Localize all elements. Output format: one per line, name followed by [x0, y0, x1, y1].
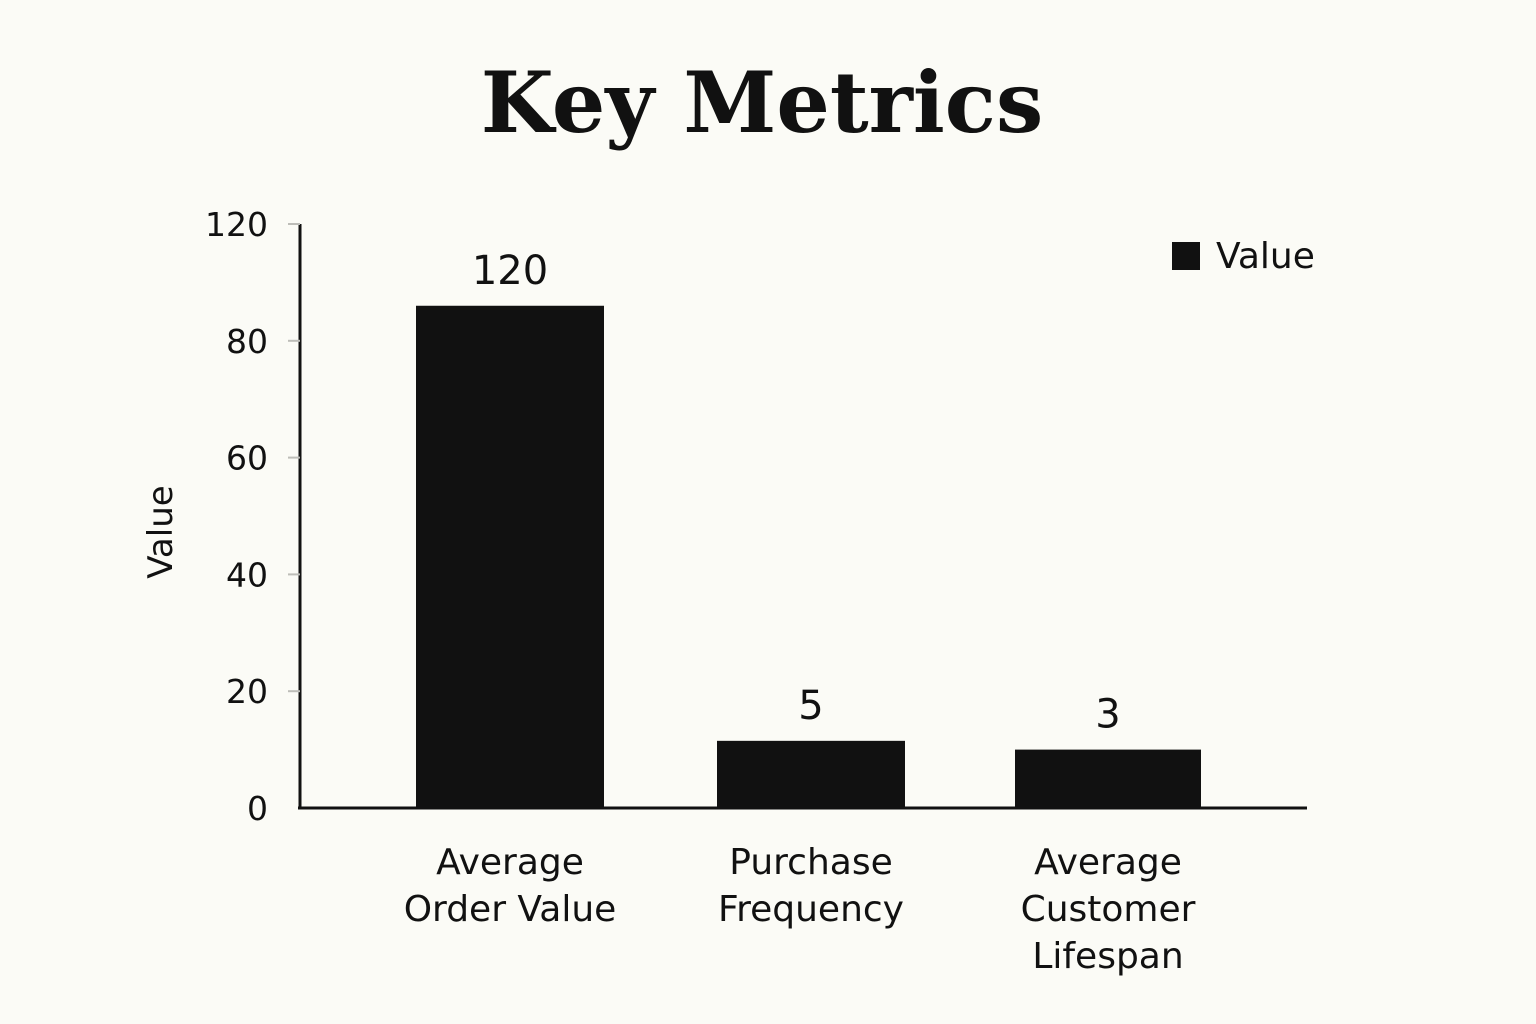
data-label: 5 — [798, 683, 823, 729]
legend: Value — [1172, 236, 1315, 277]
x-axis: Average Order Value Purchase Frequency Avera… — [298, 806, 1307, 977]
x-tick-label-line: Average — [1034, 842, 1182, 883]
y-tick-label: 40 — [226, 555, 268, 594]
y-tick-label: 120 — [205, 205, 268, 244]
bars: 120 5 3 — [416, 248, 1201, 808]
bar — [416, 305, 604, 808]
x-tick-label: Average Order Value — [404, 842, 617, 930]
chart-title: Key Metrics — [481, 53, 1044, 152]
x-tick-label-line: Customer — [1021, 889, 1196, 930]
y-tick-label: 0 — [247, 789, 268, 828]
bar — [1015, 749, 1201, 808]
x-tick-label-line: Lifespan — [1032, 936, 1183, 977]
y-tick-label: 60 — [226, 439, 268, 478]
y-axis: 0 20 40 60 80 120 — [205, 205, 302, 828]
x-tick-label: Purchase Frequency — [718, 842, 904, 930]
bar — [717, 740, 905, 808]
x-tick-label: Average Customer Lifespan — [1021, 842, 1196, 977]
data-label: 120 — [472, 248, 548, 294]
x-tick-label-line: Average — [436, 842, 584, 883]
data-label: 3 — [1095, 692, 1120, 738]
y-axis-label: Value — [141, 485, 181, 578]
y-tick-label: 20 — [226, 672, 268, 711]
y-tick-label: 80 — [226, 322, 268, 361]
x-tick-label-line: Purchase — [729, 842, 892, 883]
x-tick-label-line: Order Value — [404, 889, 617, 930]
x-tick-label-line: Frequency — [718, 889, 904, 930]
legend-label: Value — [1216, 236, 1315, 277]
legend-swatch — [1172, 242, 1200, 270]
